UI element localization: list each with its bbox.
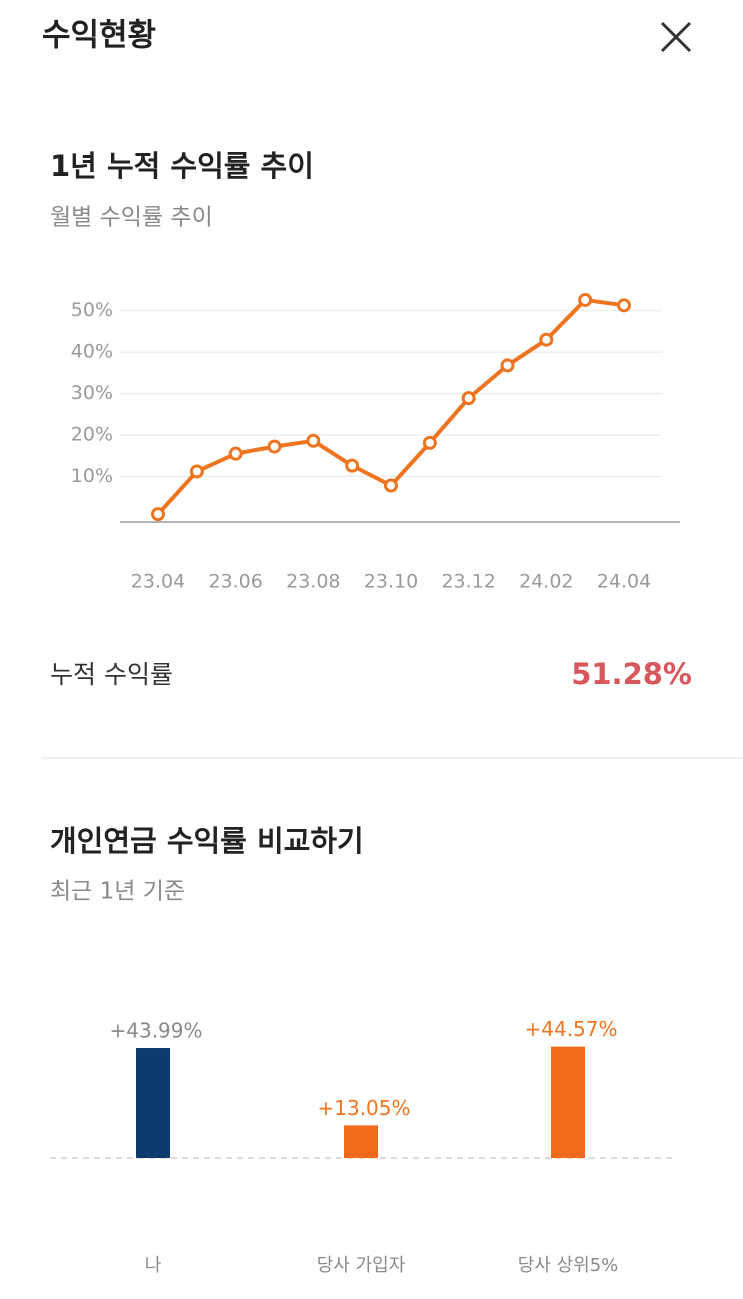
point — [228, 446, 243, 461]
y-tick-label: 20% — [71, 424, 113, 446]
section-subtitle: 월별 수익률 추이 — [50, 205, 213, 231]
summary-label: 누적 수익률 — [50, 660, 173, 689]
point — [306, 433, 321, 448]
section-title: 개인연금 수익률 비교하기 — [50, 824, 364, 858]
bar — [344, 1125, 378, 1158]
page-title: 수익현황 — [42, 18, 156, 54]
close-icon-stroke — [660, 21, 692, 53]
category-label: 당사 가입자 — [317, 1255, 406, 1276]
point — [151, 507, 165, 522]
point — [617, 298, 631, 313]
section-subtitle: 최근 1년 기준 — [50, 879, 185, 905]
point — [461, 391, 476, 406]
point — [189, 464, 204, 479]
point — [539, 332, 554, 347]
x-tick-label: 23.12 — [441, 571, 495, 593]
y-tick-label: 30% — [71, 382, 113, 404]
point — [422, 435, 437, 450]
y-tick-label: 10% — [71, 465, 113, 487]
x-tick-label: 23.06 — [208, 571, 262, 593]
point — [500, 358, 515, 373]
close-button[interactable] — [660, 21, 692, 53]
category-label: 당사 상위5% — [518, 1255, 619, 1276]
bar — [551, 1046, 585, 1158]
x-tick-label: 23.10 — [364, 571, 418, 593]
value-label: +43.99% — [109, 1019, 202, 1043]
y-tick-label: 40% — [71, 341, 113, 363]
x-tick-label: 24.02 — [519, 571, 573, 593]
x-tick-label: 23.04 — [131, 571, 185, 593]
point — [384, 478, 398, 493]
value-label: +44.57% — [524, 1017, 617, 1041]
point — [345, 458, 360, 473]
point — [578, 292, 593, 307]
value-label: +13.05% — [317, 1096, 410, 1120]
bar — [136, 1048, 170, 1158]
summary-value: 51.28% — [571, 657, 692, 691]
x-tick-label: 24.04 — [597, 571, 651, 593]
section-title: 1년 누적 수익률 추이 — [50, 149, 314, 183]
y-tick-label: 50% — [71, 299, 113, 321]
point — [267, 439, 282, 454]
x-tick-label: 23.08 — [286, 571, 340, 593]
category-label: 나 — [145, 1255, 162, 1276]
